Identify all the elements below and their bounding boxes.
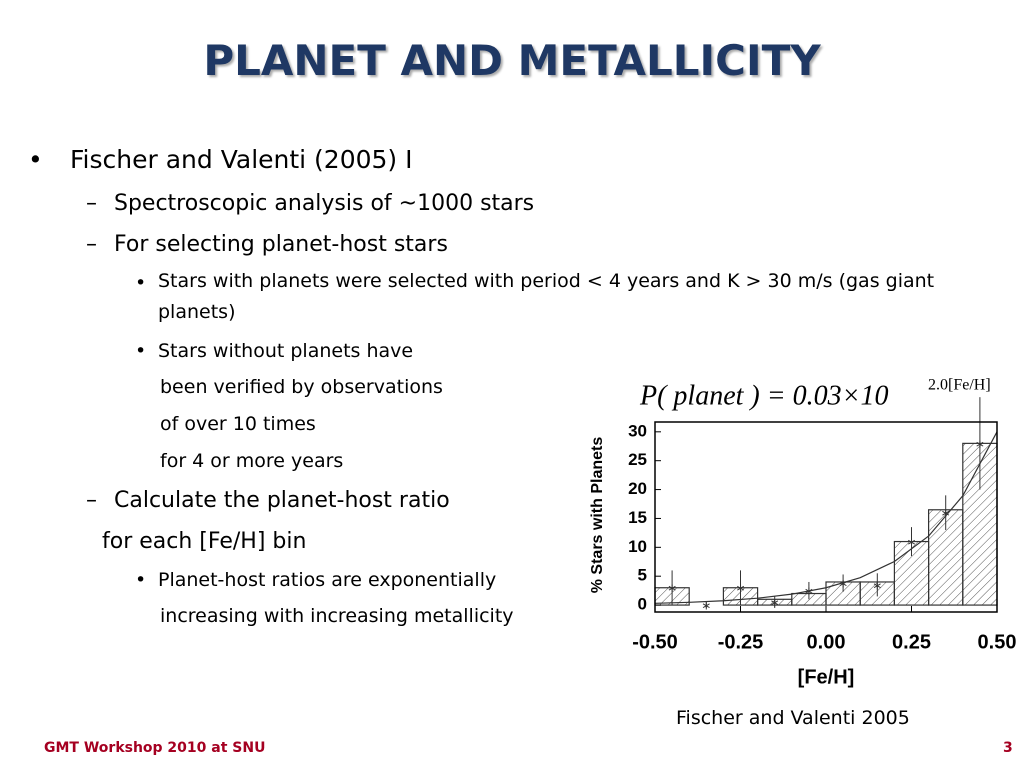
y-tick-label: 30	[628, 421, 647, 440]
y-tick-label: 20	[628, 479, 647, 498]
point: ∗	[667, 581, 677, 595]
bullet: •	[135, 340, 147, 362]
formula-exponent: 2.0[Fe/H]	[928, 377, 991, 394]
bullet: •	[28, 145, 43, 174]
bullet-text: increasing with increasing metallicity	[160, 605, 514, 627]
point: ∗	[804, 584, 814, 598]
y-tick-label: 0	[638, 595, 647, 614]
y-axis-label: % Stars with Planets	[589, 437, 606, 594]
page-number: 3	[1003, 740, 1013, 756]
x-tick-label: -0.25	[718, 631, 764, 653]
point: ∗	[975, 437, 985, 451]
bullet-text: Stars with planets were selected with pe…	[158, 270, 935, 323]
x-axis-label: [Fe/H]	[798, 666, 855, 688]
y-tick-label: 15	[628, 508, 647, 527]
point: ∗	[838, 577, 848, 591]
point: ∗	[770, 596, 780, 610]
dash: –	[86, 232, 97, 257]
point: ∗	[701, 599, 711, 613]
point: ∗	[941, 506, 951, 520]
bullet: •	[135, 272, 147, 294]
x-tick-label: 0.25	[892, 631, 931, 653]
bullet-text: for 4 or more years	[160, 450, 344, 472]
y-tick-label: 5	[638, 566, 647, 585]
y-tick-label: 10	[628, 537, 647, 556]
bullet-text: for each [Fe/H] bin	[102, 529, 307, 554]
footer: GMT Workshop 2010 at SNU	[44, 740, 266, 756]
bullet-text: been verified by observations	[160, 376, 443, 398]
formula: P( planet ) = 0.03×10	[639, 380, 889, 411]
chart: P( planet ) = 0.03×10 2.0[Fe/H] % Stars …	[589, 377, 1017, 689]
x-tick-label: -0.50	[632, 631, 678, 653]
bullet-text: For selecting planet-host stars	[114, 232, 448, 257]
bullet-text: Calculate the planet-host ratio	[114, 488, 450, 513]
bullet-text: Spectroscopic analysis of ~1000 stars	[114, 191, 535, 216]
bullet-text: of over 10 times	[160, 413, 316, 435]
dash: –	[86, 488, 97, 513]
fit-curve	[654, 431, 998, 604]
caption: Fischer and Valenti 2005	[676, 707, 910, 729]
bullet: •	[135, 569, 147, 591]
bullet-text: Planet-host ratios are exponentially	[158, 569, 497, 591]
x-tick-label: 0.50	[978, 631, 1017, 653]
y-tick-label: 25	[628, 450, 647, 469]
point: ∗	[872, 578, 882, 592]
x-tick-label: 0.00	[807, 631, 846, 653]
point: ∗	[906, 535, 916, 549]
point: ∗	[735, 581, 745, 595]
bullet-text: Stars without planets have	[158, 340, 414, 362]
dash: –	[86, 191, 97, 216]
bullet-text: Fischer and Valenti (2005) I	[70, 145, 413, 174]
slide-title: PLANET AND METALLICITY	[203, 36, 821, 85]
